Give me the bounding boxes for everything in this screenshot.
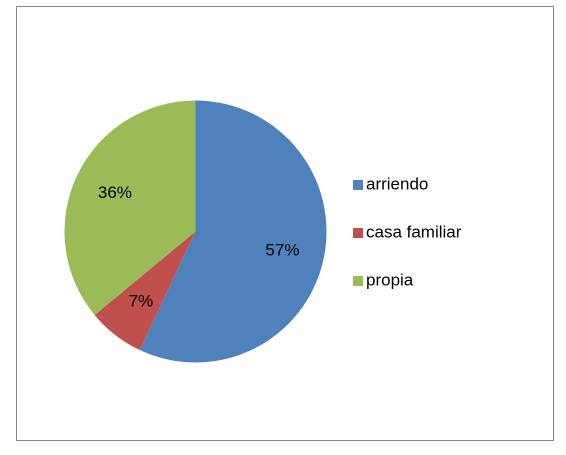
legend-swatch bbox=[353, 276, 363, 286]
pie-slice bbox=[139, 100, 327, 363]
legend-label: casa familiar bbox=[366, 222, 462, 241]
pie-slice bbox=[94, 231, 196, 351]
legend-label: propia bbox=[366, 270, 414, 289]
legend-swatch bbox=[353, 228, 363, 238]
data-label: 7% bbox=[129, 291, 154, 310]
data-label: 36% bbox=[98, 183, 132, 202]
pie-slice bbox=[64, 100, 196, 316]
legend-label: arriendo bbox=[366, 174, 428, 193]
data-label: 57% bbox=[265, 240, 299, 259]
legend-swatch bbox=[353, 180, 363, 190]
